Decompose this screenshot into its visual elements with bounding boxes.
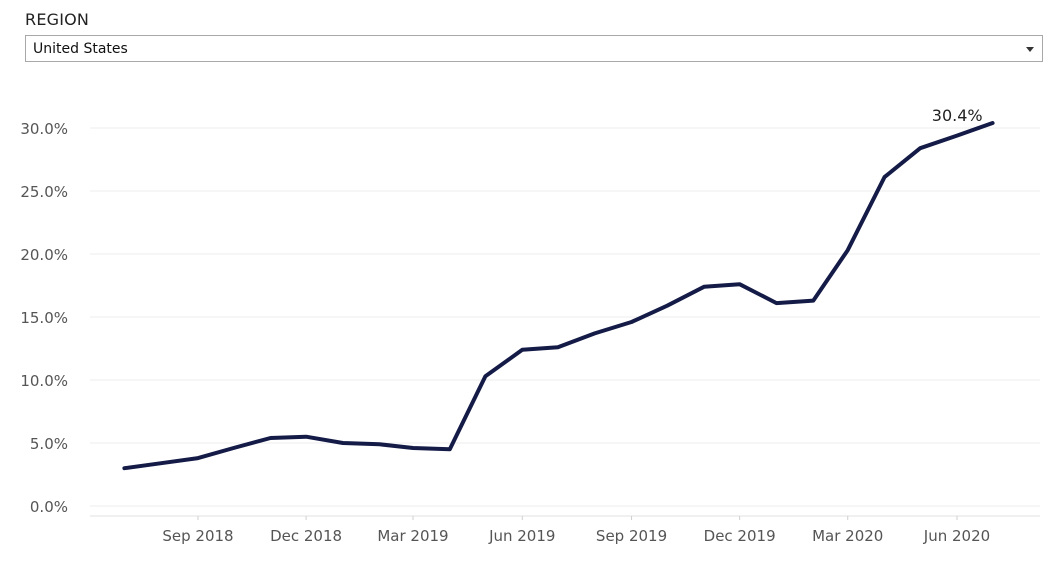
y-tick-label: 10.0%	[20, 372, 68, 390]
x-tick-label: Jun 2019	[488, 527, 555, 545]
region-dropdown[interactable]: United States	[25, 35, 1043, 62]
y-tick-label: 5.0%	[30, 435, 68, 453]
series-line	[122, 121, 995, 471]
x-tick-label: Sep 2019	[596, 527, 667, 545]
y-tick-label: 0.0%	[30, 498, 68, 516]
x-tick-label: Jun 2020	[923, 527, 990, 545]
chevron-down-icon[interactable]	[1026, 47, 1034, 52]
x-tick-label: Mar 2020	[812, 527, 883, 545]
x-tick-label: Sep 2018	[162, 527, 233, 545]
region-dropdown-value: United States	[33, 41, 128, 57]
y-tick-label: 25.0%	[20, 183, 68, 201]
region-filter-label: REGION	[25, 10, 90, 29]
x-tick-label: Dec 2019	[704, 527, 776, 545]
y-tick-label: 30.0%	[20, 120, 68, 138]
data-label: 30.4%	[932, 106, 983, 125]
y-tick-label: 15.0%	[20, 309, 68, 327]
x-tick-label: Dec 2018	[270, 527, 342, 545]
x-tick-label: Mar 2019	[377, 527, 448, 545]
y-tick-label: 20.0%	[20, 246, 68, 264]
